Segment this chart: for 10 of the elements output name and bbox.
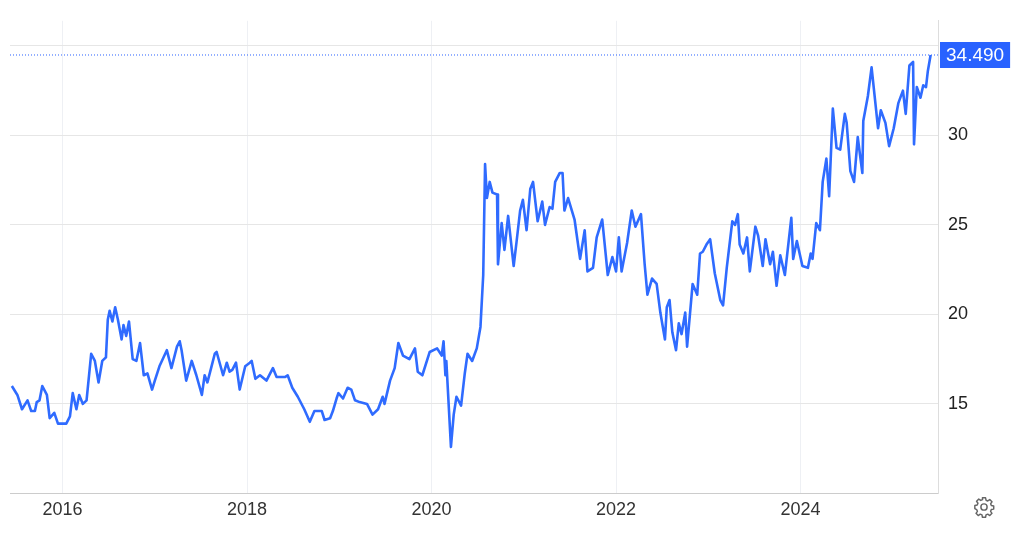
x-tick-label: 2020 bbox=[411, 499, 452, 520]
y-tick-label: 25 bbox=[948, 213, 969, 234]
x-tick-label: 2024 bbox=[780, 499, 821, 520]
ref-line-label: 34.490 bbox=[946, 44, 1005, 66]
x-tick-label: 2022 bbox=[596, 499, 637, 520]
y-tick-label: 20 bbox=[948, 303, 969, 324]
x-tick-label: 2016 bbox=[42, 499, 83, 520]
y-tick-label: 15 bbox=[948, 392, 969, 413]
y-tick-label: 30 bbox=[948, 124, 969, 145]
x-tick-label: 2018 bbox=[227, 499, 268, 520]
